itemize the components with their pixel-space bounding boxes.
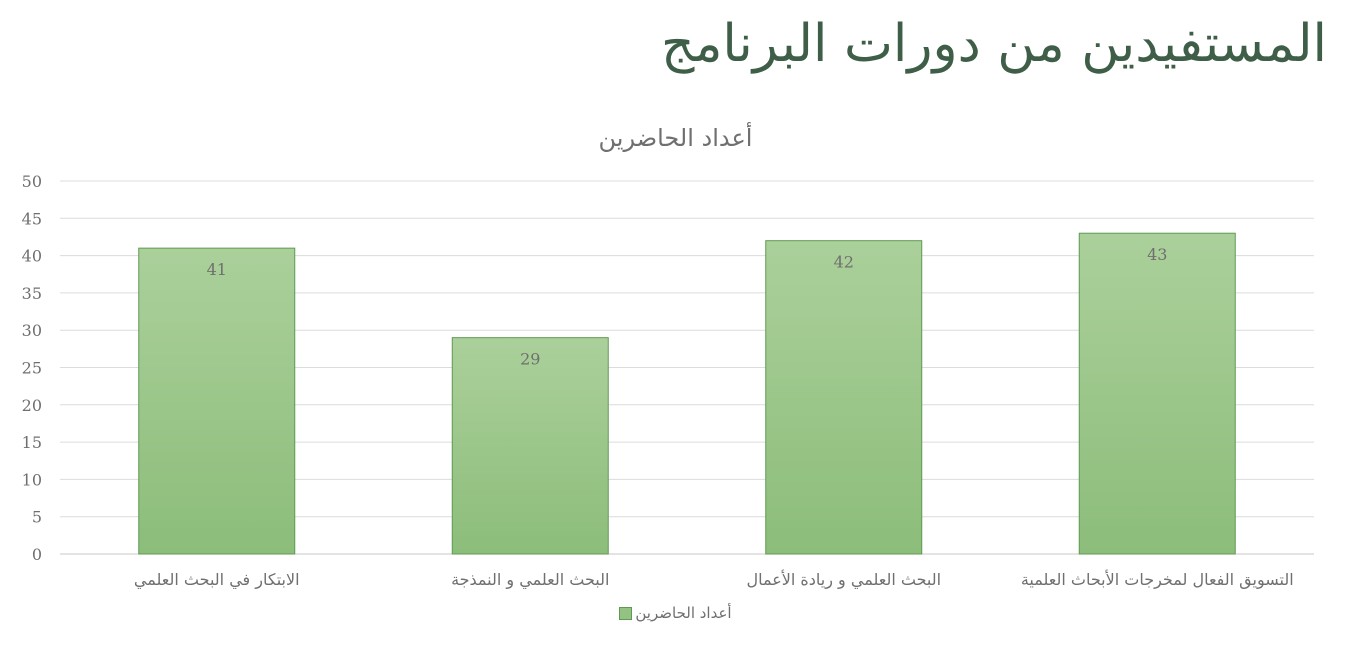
x-category-label: البحث العلمي و النمذجة <box>451 570 609 590</box>
y-tick-label: 10 <box>22 470 42 489</box>
y-tick-label: 25 <box>22 359 42 378</box>
bar <box>138 247 296 555</box>
bar <box>451 337 609 555</box>
y-tick-label: 15 <box>22 433 42 452</box>
legend: أعداد الحاضرين <box>0 604 1351 622</box>
legend-label: أعداد الحاضرين <box>635 604 732 622</box>
y-tick-label: 20 <box>22 396 42 415</box>
legend-swatch <box>619 606 633 620</box>
y-tick-label: 40 <box>22 247 42 266</box>
x-category-label: التسويق الفعال لمخرجات الأبحاث العلمية <box>1021 569 1294 590</box>
y-tick-label: 45 <box>22 209 42 228</box>
y-tick-label: 35 <box>22 284 42 303</box>
y-tick-label: 50 <box>22 172 42 191</box>
data-label: 41 <box>207 260 227 279</box>
data-label: 43 <box>1147 245 1167 264</box>
page-title: المستفيدين من دورات البرنامج <box>661 14 1327 74</box>
y-tick-label: 0 <box>32 545 42 564</box>
data-label: 29 <box>520 350 540 369</box>
data-label: 42 <box>834 253 854 272</box>
bar <box>1078 232 1236 555</box>
x-category-label: الابتكار في البحث العلمي <box>134 570 300 590</box>
y-tick-label: 5 <box>32 508 42 527</box>
x-category-label: البحث العلمي و ريادة الأعمال <box>746 569 941 590</box>
bar-chart: 0 5 10 15 20 25 30 35 40 45 50 41 الابتكار في البحث … <box>22 172 1314 590</box>
bar <box>765 240 923 555</box>
y-tick-label: 30 <box>22 321 42 340</box>
chart-title: أعداد الحاضرين <box>598 124 753 152</box>
